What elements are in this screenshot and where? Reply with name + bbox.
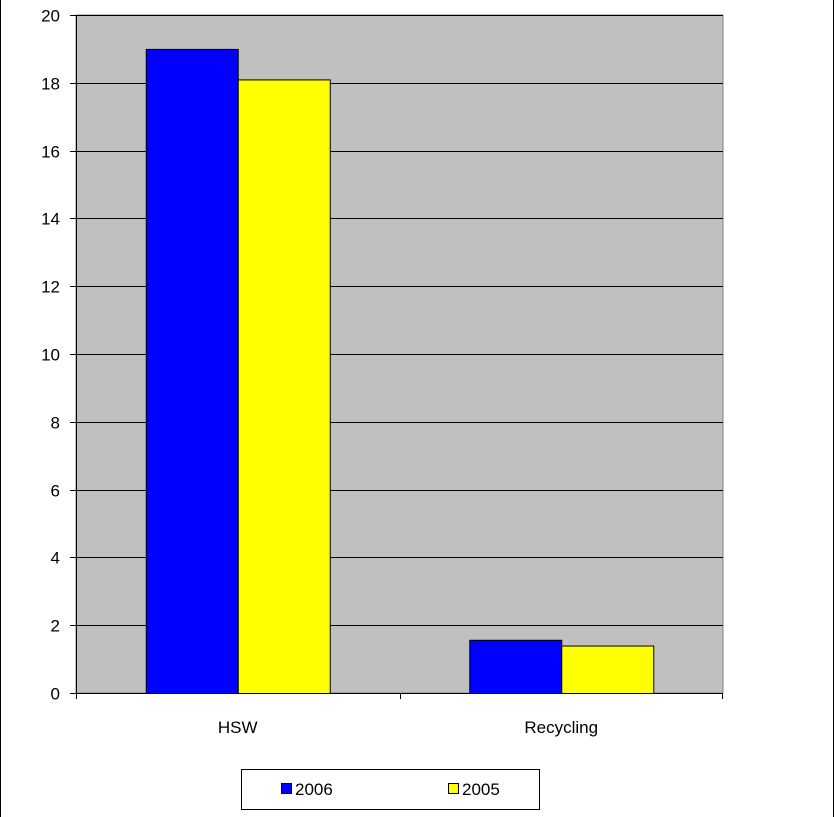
- y-tick-label: 8: [51, 414, 60, 433]
- legend-label-2005: 2005: [462, 780, 500, 799]
- y-tick-label: 12: [41, 278, 60, 297]
- y-tick-label: 0: [51, 685, 60, 704]
- y-tick-label: 18: [41, 75, 60, 94]
- y-tick-label: 4: [51, 549, 60, 568]
- bar-hsw-2005: [237, 79, 331, 695]
- y-tick-label: 2: [51, 617, 60, 636]
- y-tick-label: 14: [41, 210, 60, 229]
- axes: 0 2 4 6 8 10 12 14 16 18 20 HSW Recycling: [41, 7, 723, 737]
- legend-swatch-2005: [448, 783, 459, 794]
- legend-label-2006: 2006: [295, 780, 333, 799]
- y-tick-label: 20: [41, 7, 60, 26]
- y-tick-label: 16: [41, 143, 60, 162]
- x-category-label: HSW: [218, 718, 258, 737]
- x-category-label: Recycling: [524, 718, 598, 737]
- y-tick-label: 6: [51, 482, 60, 501]
- legend: 2006 2005: [241, 769, 540, 810]
- legend-swatch-2006: [281, 783, 292, 794]
- bar-hsw-2006: [145, 48, 239, 694]
- y-tick-label: 10: [41, 346, 60, 365]
- bar-recycling-2006: [469, 639, 563, 694]
- bar-recycling-2005: [561, 645, 655, 694]
